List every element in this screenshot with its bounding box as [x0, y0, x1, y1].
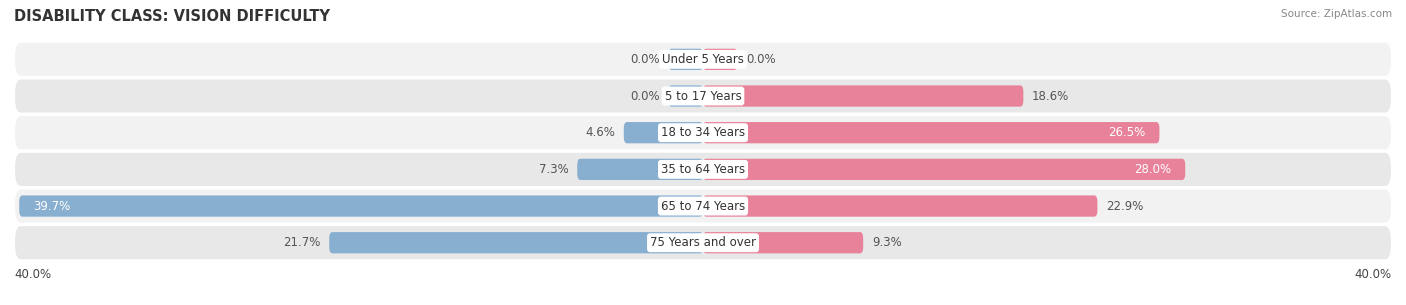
FancyBboxPatch shape [14, 225, 1392, 260]
Text: 35 to 64 Years: 35 to 64 Years [661, 163, 745, 176]
FancyBboxPatch shape [578, 159, 703, 180]
Text: 39.7%: 39.7% [32, 199, 70, 213]
Text: 18 to 34 Years: 18 to 34 Years [661, 126, 745, 139]
Text: 18.6%: 18.6% [1032, 89, 1069, 102]
FancyBboxPatch shape [20, 196, 703, 217]
FancyBboxPatch shape [703, 49, 738, 70]
Text: DISABILITY CLASS: VISION DIFFICULTY: DISABILITY CLASS: VISION DIFFICULTY [14, 9, 330, 24]
FancyBboxPatch shape [14, 152, 1392, 187]
FancyBboxPatch shape [703, 196, 1098, 217]
FancyBboxPatch shape [703, 122, 1160, 143]
Text: Source: ZipAtlas.com: Source: ZipAtlas.com [1281, 9, 1392, 19]
FancyBboxPatch shape [703, 159, 1185, 180]
Text: 40.0%: 40.0% [14, 268, 51, 281]
Text: 26.5%: 26.5% [1108, 126, 1146, 139]
Text: 21.7%: 21.7% [283, 236, 321, 249]
FancyBboxPatch shape [703, 85, 1024, 107]
FancyBboxPatch shape [14, 115, 1392, 150]
Text: 40.0%: 40.0% [1355, 268, 1392, 281]
Text: 0.0%: 0.0% [630, 53, 659, 66]
FancyBboxPatch shape [669, 49, 703, 70]
FancyBboxPatch shape [14, 188, 1392, 224]
FancyBboxPatch shape [14, 78, 1392, 114]
Text: 9.3%: 9.3% [872, 236, 901, 249]
Text: 28.0%: 28.0% [1135, 163, 1171, 176]
FancyBboxPatch shape [14, 42, 1392, 77]
FancyBboxPatch shape [624, 122, 703, 143]
FancyBboxPatch shape [669, 85, 703, 107]
Text: 75 Years and over: 75 Years and over [650, 236, 756, 249]
Text: 7.3%: 7.3% [538, 163, 568, 176]
FancyBboxPatch shape [703, 232, 863, 253]
Text: Under 5 Years: Under 5 Years [662, 53, 744, 66]
Text: 5 to 17 Years: 5 to 17 Years [665, 89, 741, 102]
Text: 22.9%: 22.9% [1107, 199, 1143, 213]
Text: 0.0%: 0.0% [747, 53, 776, 66]
Text: 0.0%: 0.0% [630, 89, 659, 102]
Text: 65 to 74 Years: 65 to 74 Years [661, 199, 745, 213]
FancyBboxPatch shape [329, 232, 703, 253]
Text: 4.6%: 4.6% [585, 126, 616, 139]
